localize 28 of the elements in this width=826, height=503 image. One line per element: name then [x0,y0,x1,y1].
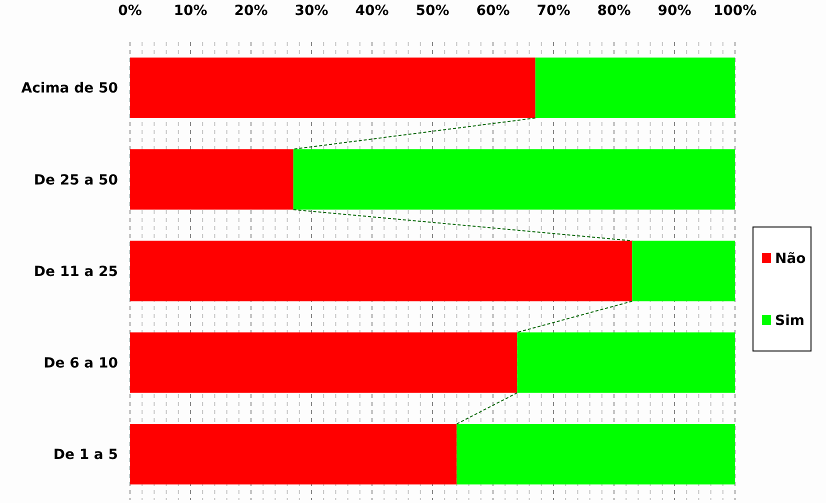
legend-label: Sim [775,312,804,329]
y-tick-label: De 11 a 25 [34,264,118,280]
y-tick-label: De 25 a 50 [34,172,118,188]
x-tick-label: 90% [658,3,692,19]
bar [130,424,457,484]
x-tick-label: 70% [536,3,570,19]
bar [456,424,735,484]
x-tick-label: 30% [294,3,328,19]
x-tick-label: 20% [234,3,268,19]
bar [130,149,294,210]
x-tick-label: 100% [713,3,757,19]
x-tick-label: 80% [597,3,631,19]
x-tick-label: 40% [355,3,389,19]
y-tick-label: De 6 a 10 [44,356,118,372]
bar [130,58,536,118]
bar [632,240,735,302]
bar [293,149,735,210]
x-tick-label: 10% [174,3,208,19]
bar [130,240,632,302]
bar [130,332,518,393]
y-tick-label: De 1 a 5 [53,447,118,464]
x-tick-label: 50% [416,3,450,19]
x-tick-label: 0% [118,3,142,19]
y-tick-label: Acima de 50 [21,80,118,97]
bar [535,58,735,118]
x-tick-label: 60% [476,3,510,19]
legend-label: Não [775,250,806,267]
bar [517,332,735,393]
